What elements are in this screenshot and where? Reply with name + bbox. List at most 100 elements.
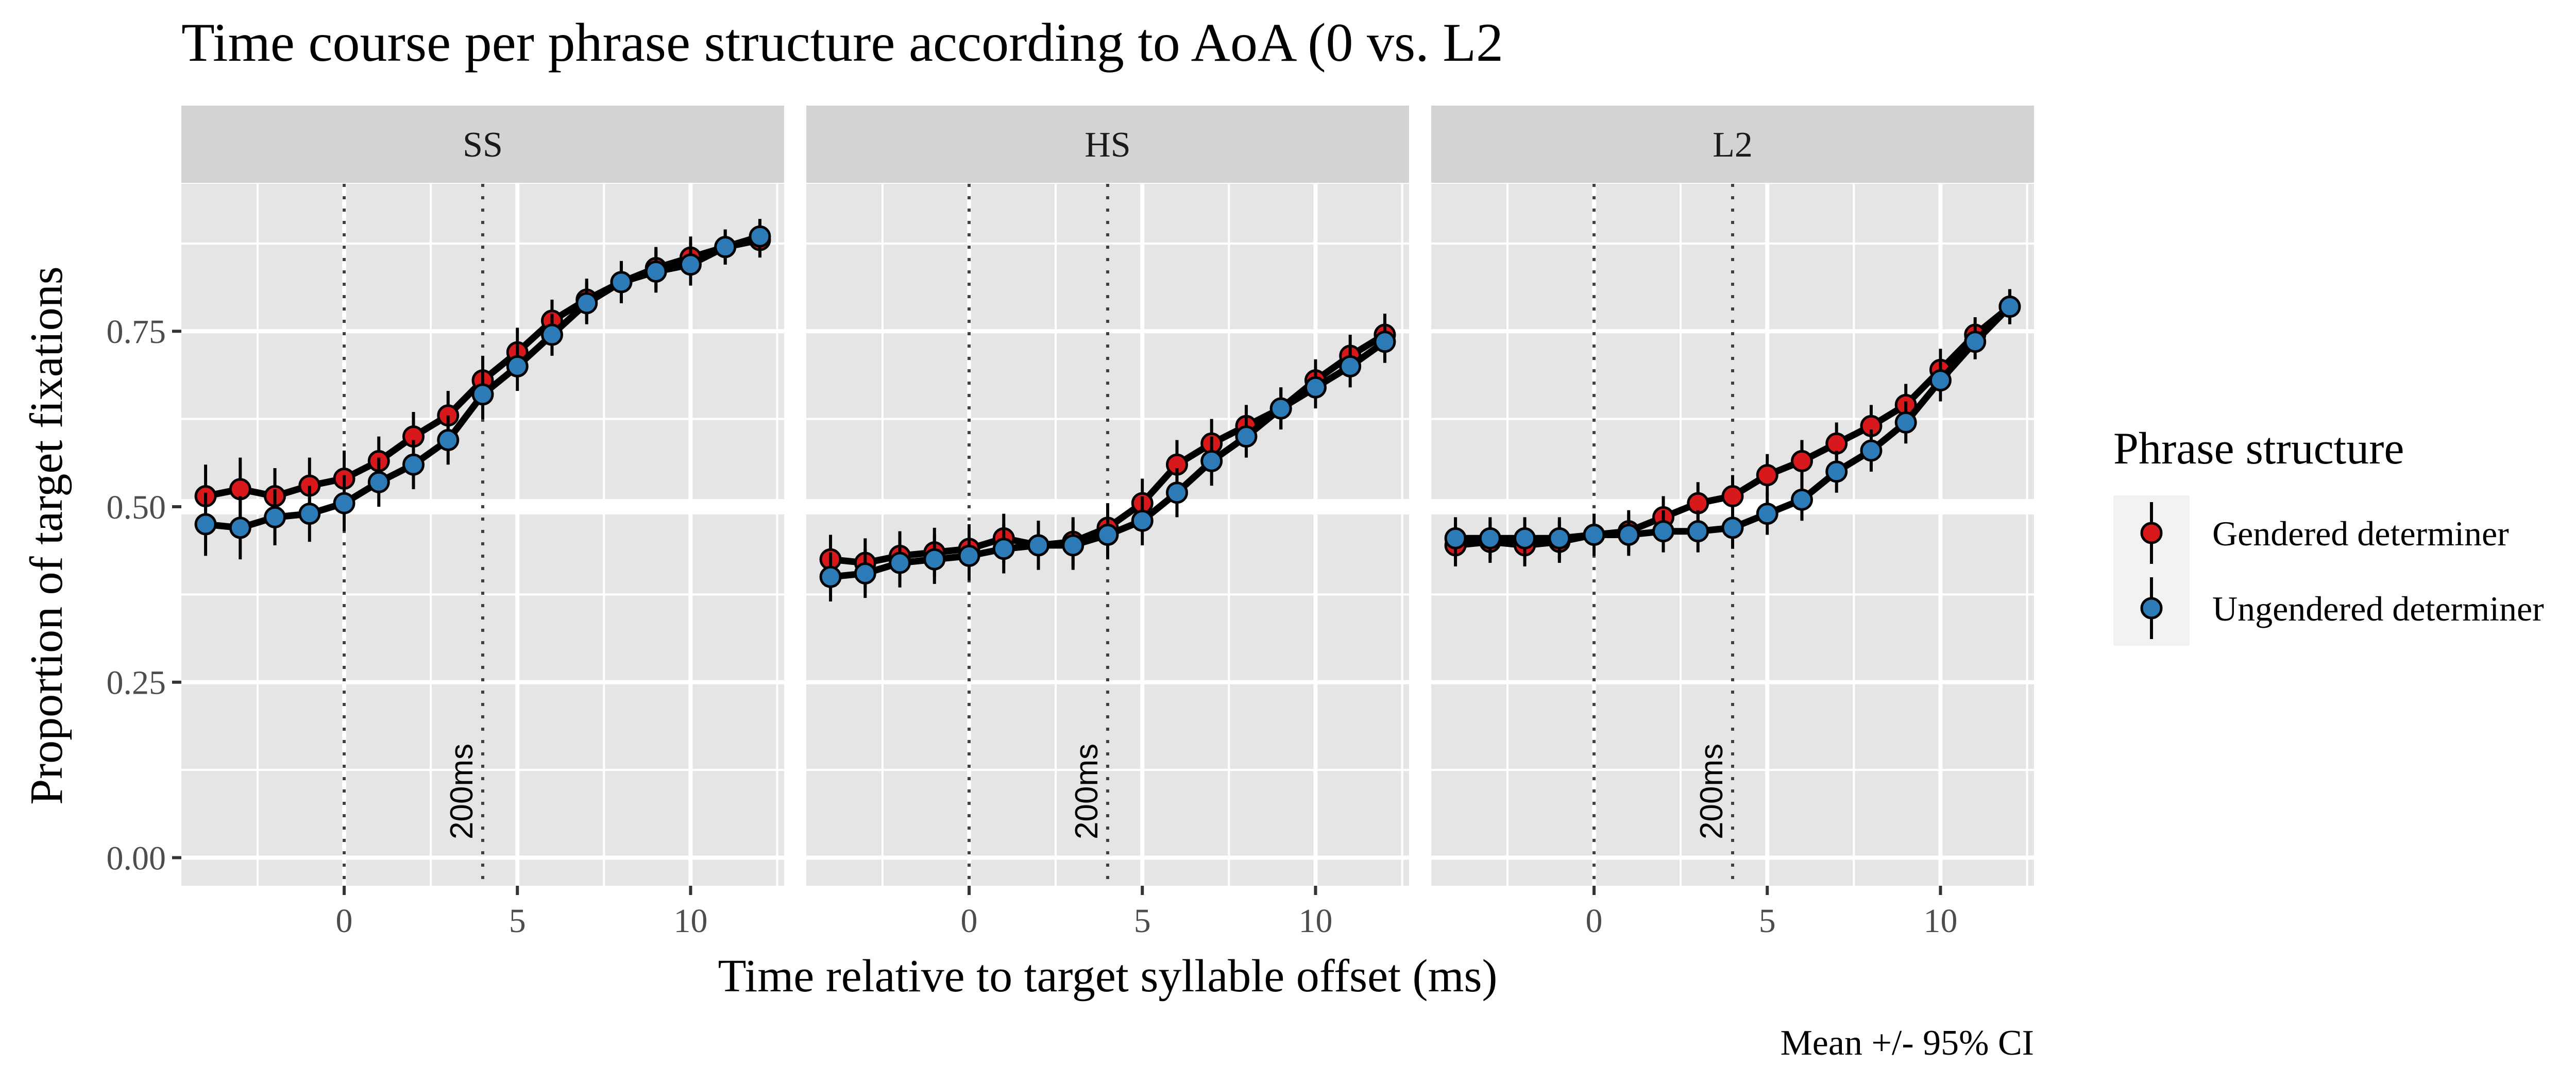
x-tick-label: 0 xyxy=(336,902,353,940)
data-point xyxy=(1790,488,1813,511)
data-point xyxy=(1756,503,1778,525)
data-point xyxy=(194,513,217,536)
data-point xyxy=(1131,509,1154,532)
y-tick-label: 0.50 xyxy=(107,489,166,526)
vline-label: 200ms xyxy=(1069,744,1105,839)
data-point xyxy=(645,260,667,283)
data-point xyxy=(749,225,771,248)
data-point xyxy=(610,271,633,294)
data-point xyxy=(471,383,494,406)
y-tick-label: 0.75 xyxy=(107,313,166,351)
data-point xyxy=(1444,527,1467,549)
data-point xyxy=(889,552,911,574)
legend-key-point xyxy=(2140,597,2163,620)
panel-background xyxy=(181,184,784,886)
facet-panel-ss: SS 0 5 10 200ms xyxy=(181,106,784,940)
data-point xyxy=(229,517,251,539)
x-axis-label: Time relative to target syllable offset … xyxy=(718,951,1497,1002)
data-point xyxy=(923,548,946,571)
data-point xyxy=(1235,425,1258,448)
x-tick-label: 10 xyxy=(1298,902,1332,940)
data-point xyxy=(1721,517,1744,539)
legend-entry-gendered: Gendered determiner xyxy=(2140,502,2509,564)
data-point xyxy=(819,565,842,588)
data-point xyxy=(1304,376,1327,399)
x-tick-label: 5 xyxy=(1759,902,1776,940)
x-tick-label: 10 xyxy=(673,902,707,940)
data-point xyxy=(854,562,876,584)
x-tick-label: 10 xyxy=(1923,902,1957,940)
data-point xyxy=(506,355,529,377)
facet-panel-l2: L2 0 5 10 200ms xyxy=(1431,106,2034,940)
legend-key-point xyxy=(2140,522,2163,544)
data-point xyxy=(1200,450,1223,472)
data-point xyxy=(714,236,737,259)
legend-entry-ungendered: Ungendered determiner xyxy=(2140,577,2544,639)
data-point xyxy=(1687,492,1709,514)
facet-strip-label: L2 xyxy=(1713,125,1753,165)
legend-title: Phrase structure xyxy=(2113,424,2404,474)
data-point xyxy=(298,503,321,525)
x-tick-label: 0 xyxy=(1586,902,1603,940)
data-point xyxy=(1825,432,1848,455)
data-point xyxy=(679,253,702,276)
data-point xyxy=(1687,520,1709,543)
y-tick-label: 0.00 xyxy=(107,839,166,877)
data-point xyxy=(540,323,563,346)
vline-label: 200ms xyxy=(444,744,480,839)
data-point xyxy=(1652,520,1675,543)
data-point xyxy=(575,292,598,315)
data-point xyxy=(229,478,251,501)
data-point xyxy=(1964,331,1987,353)
legend: Phrase structure Gendered determiner Unge… xyxy=(2113,424,2544,646)
caption: Mean +/- 95% CI xyxy=(1781,1023,2034,1063)
data-point xyxy=(1894,411,1917,434)
data-point xyxy=(1825,460,1848,483)
data-point xyxy=(1514,527,1536,549)
data-point xyxy=(1998,296,2021,318)
data-point xyxy=(402,453,425,476)
data-point xyxy=(958,544,980,567)
data-point xyxy=(1548,527,1571,549)
facet-strip xyxy=(181,106,784,183)
x-tick-label: 5 xyxy=(1134,902,1151,940)
data-point xyxy=(333,492,355,514)
series-ungendered xyxy=(1444,289,2021,560)
facet-strip xyxy=(806,106,1409,183)
series-ungendered xyxy=(194,219,771,560)
data-point xyxy=(1583,524,1605,546)
data-point xyxy=(992,538,1015,560)
data-point xyxy=(1374,331,1396,353)
x-tick-label: 5 xyxy=(509,902,526,940)
data-point xyxy=(1062,534,1084,557)
data-point xyxy=(1339,355,1362,377)
facet-strip-label: HS xyxy=(1084,125,1130,165)
data-point xyxy=(264,506,286,528)
facet-strip-label: SS xyxy=(463,125,503,165)
facet-panels: SS 0 5 10 200ms HS 0 5 10 200ms L2 0 5 10 200ms xyxy=(181,106,2034,940)
x-tick-label: 0 xyxy=(961,902,978,940)
data-point xyxy=(1165,481,1188,504)
data-point xyxy=(1479,527,1501,549)
data-point xyxy=(1617,524,1640,546)
facet-strip xyxy=(1431,106,2034,183)
facet-panel-hs: HS 0 5 10 200ms xyxy=(806,106,1409,940)
data-point xyxy=(1929,369,1952,392)
data-point xyxy=(1756,464,1778,487)
chart-title: Time course per phrase structure accordi… xyxy=(181,12,1503,73)
data-point xyxy=(437,428,460,451)
legend-entry-label: Gendered determiner xyxy=(2212,514,2509,553)
y-axis-label: Proportion of target fixations xyxy=(21,266,72,805)
vline-label: 200ms xyxy=(1694,744,1730,839)
y-tick-label: 0.25 xyxy=(107,664,166,702)
legend-entry-label: Ungendered determiner xyxy=(2212,589,2544,628)
data-point xyxy=(1269,397,1292,420)
data-point xyxy=(1096,524,1119,546)
y-axis: 0.00 0.25 0.50 0.75 xyxy=(107,313,181,877)
data-point xyxy=(367,471,390,493)
data-point xyxy=(1790,450,1813,472)
data-point xyxy=(1721,485,1744,508)
data-point xyxy=(1860,439,1883,462)
